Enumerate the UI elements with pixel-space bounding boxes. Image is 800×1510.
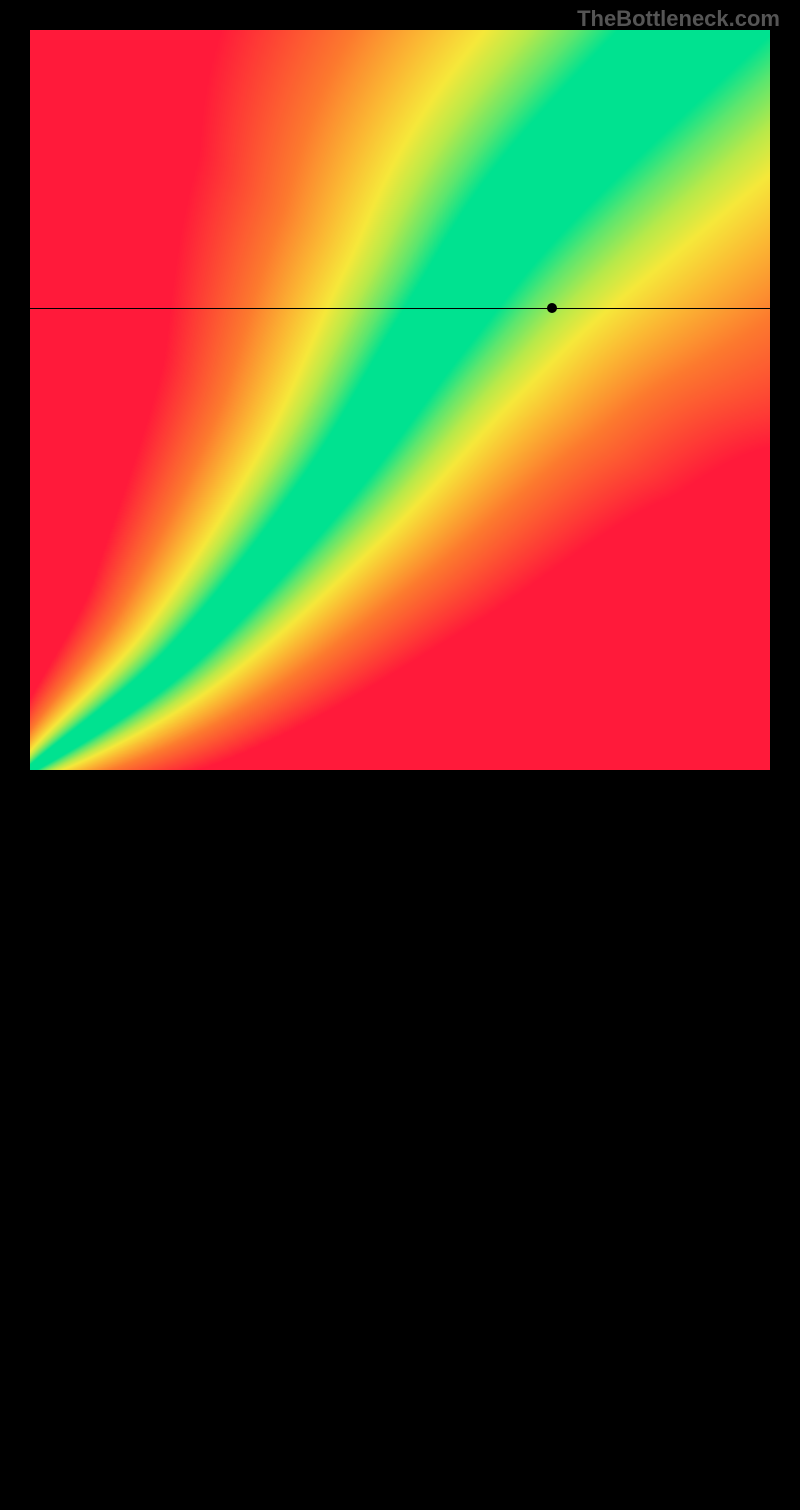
- crosshair-vertical: [552, 770, 553, 1510]
- heatmap-canvas: [30, 30, 770, 770]
- crosshair-marker[interactable]: [547, 303, 557, 313]
- heatmap-plot: [30, 30, 770, 770]
- watermark-text: TheBottleneck.com: [577, 6, 780, 32]
- crosshair-horizontal: [30, 308, 770, 309]
